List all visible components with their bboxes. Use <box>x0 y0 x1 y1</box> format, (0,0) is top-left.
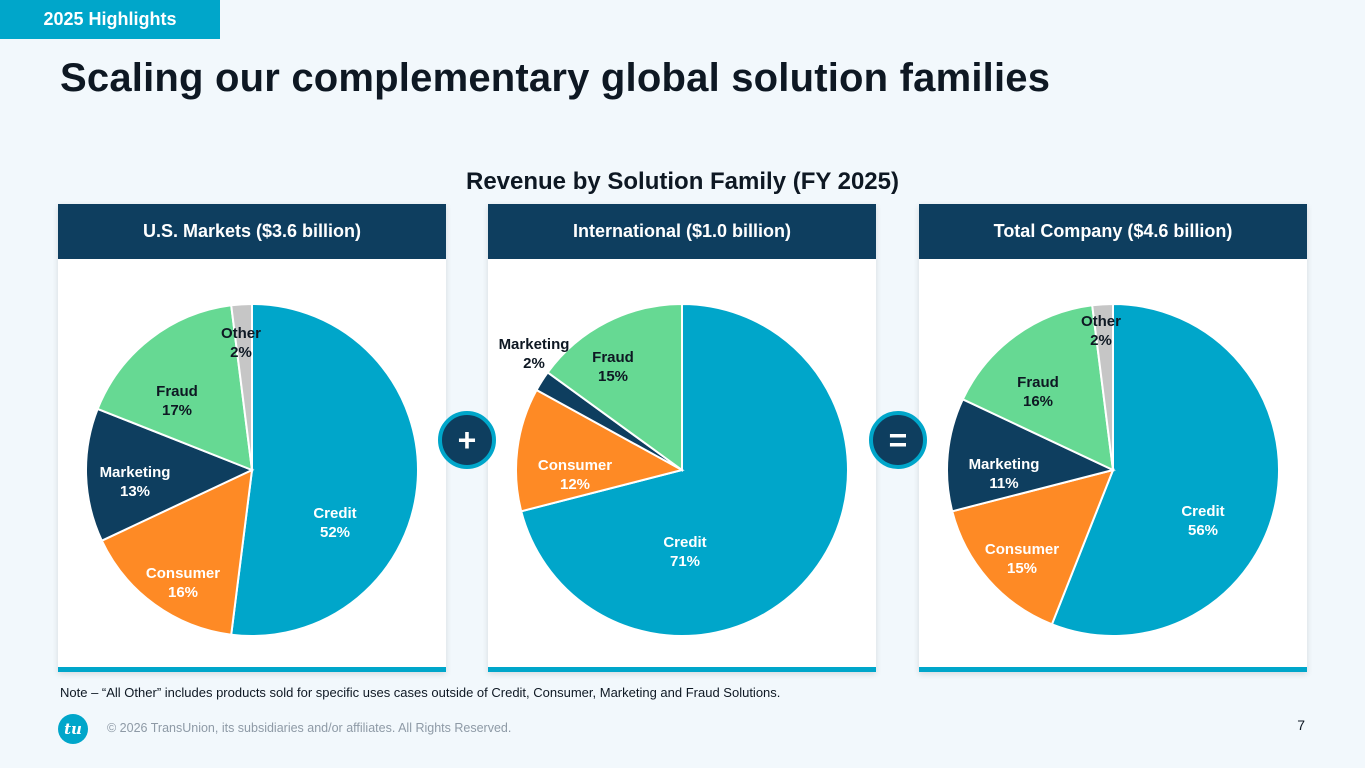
pie-slice-credit <box>1050 302 1280 637</box>
slice-value-marketing: 13% <box>120 483 150 500</box>
pie-total-company: Credit 56% Consumer 15% Marketing 11% Fraud 16%… <box>946 302 1280 637</box>
panel-header-us-markets: U.S. Markets ($3.6 billion) <box>58 204 446 259</box>
slice-label-credit: Credit <box>1181 503 1224 520</box>
pie-slice-other <box>230 302 253 471</box>
slice-label-credit: Credit <box>313 505 356 522</box>
plus-icon: + <box>438 411 496 469</box>
copyright-text: © 2026 TransUnion, its subsidiaries and/… <box>107 721 512 735</box>
slice-value-credit: 56% <box>1188 522 1218 539</box>
slice-value-other: 2% <box>1090 332 1112 349</box>
slice-label-other: Other <box>221 325 261 342</box>
pie-slice-consumer <box>515 388 685 513</box>
pie-slice-consumer <box>100 468 254 636</box>
slice-value-consumer: 12% <box>560 476 590 493</box>
pie-slice-fraud <box>96 304 254 472</box>
slice-label-marketing: Marketing <box>969 456 1040 473</box>
slice-value-credit: 71% <box>670 553 700 570</box>
pie-slice-fraud <box>961 304 1115 472</box>
panel-international: International ($1.0 billion) Credit 71% Co… <box>488 204 876 672</box>
panel-us-markets: U.S. Markets ($3.6 billion) Credit 52% Con… <box>58 204 446 672</box>
pie-slice-consumer <box>950 468 1115 626</box>
pie-slice-credit <box>230 302 419 637</box>
slice-label-marketing: Marketing <box>100 464 171 481</box>
pie-slice-marketing <box>946 397 1116 513</box>
panel-accent-bar <box>488 667 876 672</box>
slice-label-marketing: Marketing <box>499 336 570 353</box>
slice-value-fraud: 17% <box>162 402 192 419</box>
transunion-logo-icon: tu <box>58 714 88 744</box>
panel-total-company: Total Company ($4.6 billion) Credit 56% Co… <box>919 204 1307 672</box>
slice-value-consumer: 15% <box>1007 560 1037 577</box>
page-title: Scaling our complementary global solutio… <box>60 56 1051 100</box>
slice-label-fraud: Fraud <box>1017 374 1059 391</box>
footnote: Note – “All Other” includes products sol… <box>60 685 781 700</box>
slice-value-credit: 52% <box>320 524 350 541</box>
page-number: 7 <box>1297 717 1305 733</box>
slice-label-consumer: Consumer <box>146 565 220 582</box>
slice-label-fraud: Fraud <box>156 383 198 400</box>
panel-header-international: International ($1.0 billion) <box>488 204 876 259</box>
slice-value-marketing: 11% <box>989 475 1018 492</box>
slice-label-fraud: Fraud <box>592 349 634 366</box>
slice-value-fraud: 16% <box>1023 393 1053 410</box>
slice-value-other: 2% <box>230 344 252 361</box>
pie-slice-marketing <box>85 407 255 543</box>
section-tag: 2025 Highlights <box>0 0 220 39</box>
pie-slice-other <box>1091 302 1114 471</box>
pie-slice-fraud <box>546 302 683 472</box>
panel-accent-bar <box>919 667 1307 672</box>
panel-header-total-company: Total Company ($4.6 billion) <box>919 204 1307 259</box>
equals-icon: = <box>869 411 927 469</box>
slice-label-other: Other <box>1081 313 1121 330</box>
slice-label-consumer: Consumer <box>985 541 1059 558</box>
panel-accent-bar <box>58 667 446 672</box>
slice-label-credit: Credit <box>663 534 706 551</box>
slice-value-fraud: 15% <box>598 368 628 385</box>
slice-value-consumer: 16% <box>168 584 198 601</box>
pie-slice-credit <box>519 302 849 637</box>
pie-international: Credit 71% Consumer 12% Marketing 2% Fraud 15% <box>499 302 849 637</box>
pie-us-markets: Credit 52% Consumer 16% Marketing 13% Fraud 17%… <box>85 302 419 637</box>
slice-label-consumer: Consumer <box>538 457 612 474</box>
chart-title: Revenue by Solution Family (FY 2025) <box>465 168 899 195</box>
slice-value-marketing: 2% <box>523 355 545 372</box>
